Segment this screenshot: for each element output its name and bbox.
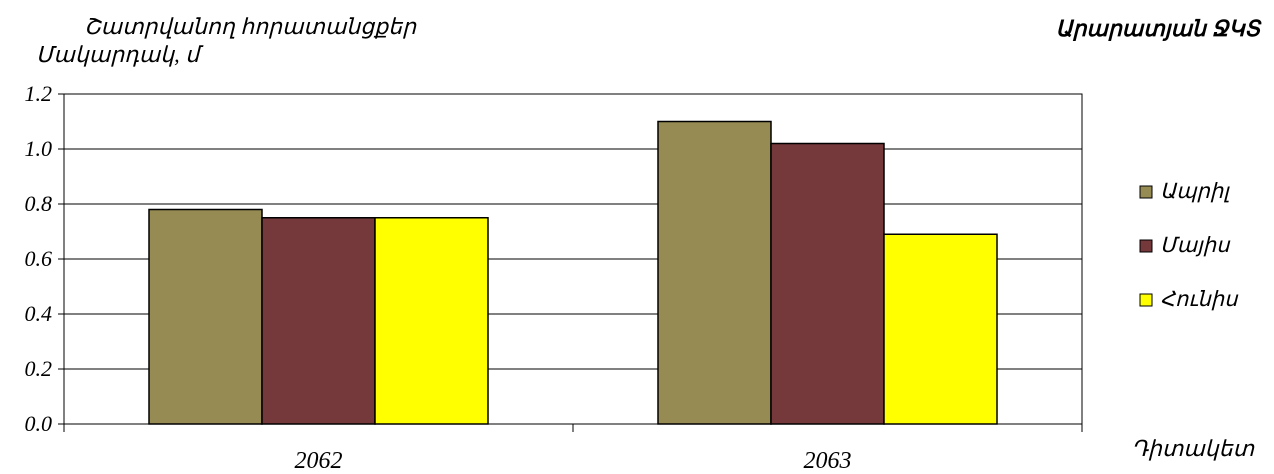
bar-2062-Ապրիլ	[148, 208, 263, 425]
bar-2063-Մայիս	[770, 142, 885, 425]
y-tick-label: 0.4	[25, 301, 53, 326]
x-axis-label: Դիտակետ	[1131, 436, 1254, 461]
y-tick-label: 1.0	[25, 136, 53, 161]
legend-swatch	[1139, 239, 1153, 253]
legend-label: Մայիս	[1160, 233, 1231, 257]
chart-title: Շատրվանող հորատանցքեր	[84, 14, 417, 39]
y-tick-label: 0.6	[25, 246, 53, 271]
y-axis-label: Մակարդակ, մ	[36, 42, 200, 67]
bar-2062-Հունիս	[374, 217, 489, 425]
y-tick-label: 0.8	[25, 191, 53, 216]
legend-swatch	[1139, 293, 1153, 307]
y-tick-label: 1.2	[25, 81, 53, 106]
chart-subtitle: Արարատյան ՋԿՏ	[1055, 16, 1260, 41]
legend-swatch	[1139, 185, 1153, 199]
x-tick-label: 2063	[804, 448, 852, 474]
y-tick-label: 0.0	[25, 411, 53, 436]
bar-2063-Ապրիլ	[657, 120, 772, 425]
y-tick-label: 0.2	[25, 356, 53, 381]
bar-2062-Մայիս	[261, 217, 376, 425]
legend-label: Ապրիլ	[1160, 179, 1230, 203]
x-tick-label: 2062	[295, 448, 343, 474]
bar-2063-Հունիս	[883, 233, 998, 425]
legend-label: Հունիս	[1160, 287, 1239, 311]
